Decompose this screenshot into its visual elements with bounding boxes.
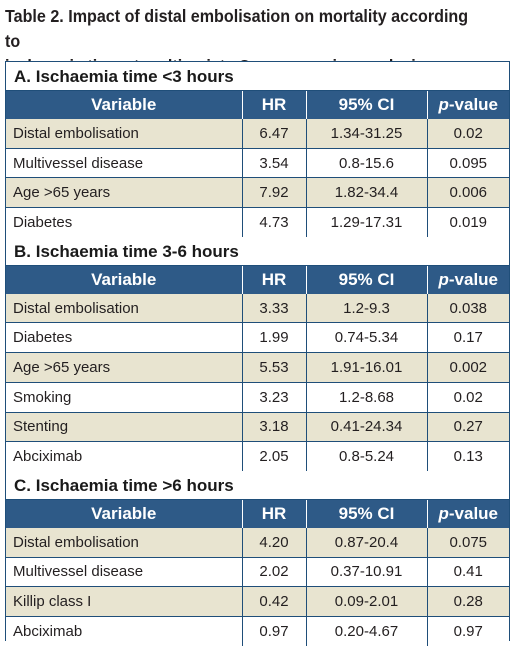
header-row: Variable HR 95% CI p-value — [6, 91, 509, 119]
table-row: Smoking 3.23 1.2-8.68 0.02 — [6, 381, 509, 412]
header-p-suffix: -value — [448, 503, 499, 523]
cell-hr: 0.97 — [242, 615, 307, 646]
cell-hr: 6.47 — [242, 119, 307, 149]
table-row: Multivessel disease 3.54 0.8-15.6 0.095 — [6, 147, 509, 178]
cell-ci: 0.41-24.34 — [306, 411, 428, 442]
cell-ci: 1.34-31.25 — [306, 119, 428, 149]
header-p-suffix: -value — [448, 95, 499, 114]
header-row: Variable HR 95% CI p-value — [6, 265, 509, 294]
cell-p-value: 0.27 — [427, 411, 509, 442]
cell-hr: 1.99 — [242, 322, 307, 353]
cell-ci: 0.09-2.01 — [306, 586, 428, 617]
cell-ci: 0.74-5.34 — [306, 322, 428, 353]
cell-variable: Diabetes — [6, 207, 243, 237]
cell-p-value: 0.02 — [427, 119, 509, 149]
header-p-suffix: -value — [448, 269, 499, 289]
cell-ci: 1.29-17.31 — [306, 207, 428, 237]
caption-line-1: Table 2. Impact of distal embolisation o… — [5, 6, 469, 51]
cell-variable: Abciximab — [6, 441, 243, 471]
table-row: Stenting 3.18 0.41-24.34 0.27 — [6, 411, 509, 442]
cell-ci: 0.8-5.24 — [306, 441, 428, 471]
cell-p-value: 0.28 — [427, 586, 509, 617]
cell-ci: 0.8-15.6 — [306, 147, 428, 178]
header-ci: 95% CI — [306, 265, 428, 294]
header-row: Variable HR 95% CI p-value — [6, 499, 509, 528]
header-hr: HR — [242, 499, 307, 528]
table-row: Abciximab 2.05 0.8-5.24 0.13 — [6, 441, 509, 471]
cell-ci: 0.20-4.67 — [306, 615, 428, 646]
table-row: Distal embolisation 3.33 1.2-9.3 0.038 — [6, 293, 509, 323]
cell-p-value: 0.17 — [427, 322, 509, 353]
cell-p-value: 0.095 — [427, 147, 509, 178]
cell-hr: 4.20 — [242, 527, 307, 558]
section-title: B. Ischaemia time 3-6 hours — [6, 236, 509, 266]
table-row: Killip class I 0.42 0.09-2.01 0.28 — [6, 586, 509, 617]
cell-hr: 3.33 — [242, 293, 307, 323]
cell-p-value: 0.41 — [427, 556, 509, 587]
header-hr: HR — [242, 265, 307, 294]
cell-variable: Age >65 years — [6, 352, 243, 383]
cell-hr: 2.05 — [242, 441, 307, 471]
cell-ci: 0.87-20.4 — [306, 527, 428, 558]
cell-variable: Smoking — [6, 381, 243, 412]
cell-p-value: 0.13 — [427, 441, 509, 471]
cell-hr: 3.23 — [242, 381, 307, 412]
table-row: Age >65 years 7.92 1.82-34.4 0.006 — [6, 177, 509, 208]
cell-variable: Abciximab — [6, 615, 243, 646]
cell-variable: Distal embolisation — [6, 119, 243, 149]
header-p-value: p-value — [427, 91, 509, 119]
table-row: Age >65 years 5.53 1.91-16.01 0.002 — [6, 352, 509, 383]
header-variable: Variable — [6, 499, 243, 528]
cell-ci: 1.2-9.3 — [306, 293, 428, 323]
cell-p-value: 0.075 — [427, 527, 509, 558]
cell-ci: 1.2-8.68 — [306, 381, 428, 412]
header-ci: 95% CI — [306, 91, 428, 119]
cell-hr: 5.53 — [242, 352, 307, 383]
cell-ci: 1.91-16.01 — [306, 352, 428, 383]
cell-hr: 2.02 — [242, 556, 307, 587]
cell-p-value: 0.006 — [427, 177, 509, 208]
table-row: Diabetes 4.73 1.29-17.31 0.019 — [6, 207, 509, 237]
cell-hr: 3.54 — [242, 147, 307, 178]
header-ci: 95% CI — [306, 499, 428, 528]
section-table: Variable HR 95% CI p-value Distal embolisati… — [6, 499, 509, 646]
table-row: Distal embolisation 6.47 1.34-31.25 0.02 — [6, 119, 509, 149]
cell-hr: 0.42 — [242, 586, 307, 617]
cell-p-value: 0.019 — [427, 207, 509, 237]
cell-p-value: 0.02 — [427, 381, 509, 412]
cell-variable: Stenting — [6, 411, 243, 442]
cell-hr: 3.18 — [242, 411, 307, 442]
cell-ci: 1.82-34.4 — [306, 177, 428, 208]
header-variable: Variable — [6, 91, 243, 119]
cell-variable: Multivessel disease — [6, 147, 243, 178]
table-row: Distal embolisation 4.20 0.87-20.4 0.075 — [6, 527, 509, 558]
table-row: Multivessel disease 2.02 0.37-10.91 0.41 — [6, 556, 509, 587]
header-p-letter: p — [438, 503, 449, 523]
header-hr: HR — [242, 91, 307, 119]
cell-p-value: 0.038 — [427, 293, 509, 323]
cell-hr: 7.92 — [242, 177, 307, 208]
cell-p-value: 0.97 — [427, 615, 509, 646]
cell-hr: 4.73 — [242, 207, 307, 237]
section-title: A. Ischaemia time <3 hours — [6, 62, 509, 91]
header-p-letter: p — [438, 269, 449, 289]
cell-variable: Distal embolisation — [6, 527, 243, 558]
cell-variable: Diabetes — [6, 322, 243, 353]
header-p-letter: p — [438, 95, 449, 114]
section-table: Variable HR 95% CI p-value Distal embolisati… — [6, 265, 509, 471]
cell-p-value: 0.002 — [427, 352, 509, 383]
cell-ci: 0.37-10.91 — [306, 556, 428, 587]
results-table: A. Ischaemia time <3 hours Variable HR 95% … — [5, 61, 510, 646]
cell-variable: Killip class I — [6, 586, 243, 617]
section-title: C. Ischaemia time >6 hours — [6, 470, 509, 500]
cell-variable: Distal embolisation — [6, 293, 243, 323]
table-row: Diabetes 1.99 0.74-5.34 0.17 — [6, 322, 509, 353]
cell-variable: Age >65 years — [6, 177, 243, 208]
table-row: Abciximab 0.97 0.20-4.67 0.97 — [6, 615, 509, 646]
header-variable: Variable — [6, 265, 243, 294]
header-p-value: p-value — [427, 499, 509, 528]
cell-variable: Multivessel disease — [6, 556, 243, 587]
section-table: Variable HR 95% CI p-value Distal embolisati… — [6, 91, 509, 237]
header-p-value: p-value — [427, 265, 509, 294]
